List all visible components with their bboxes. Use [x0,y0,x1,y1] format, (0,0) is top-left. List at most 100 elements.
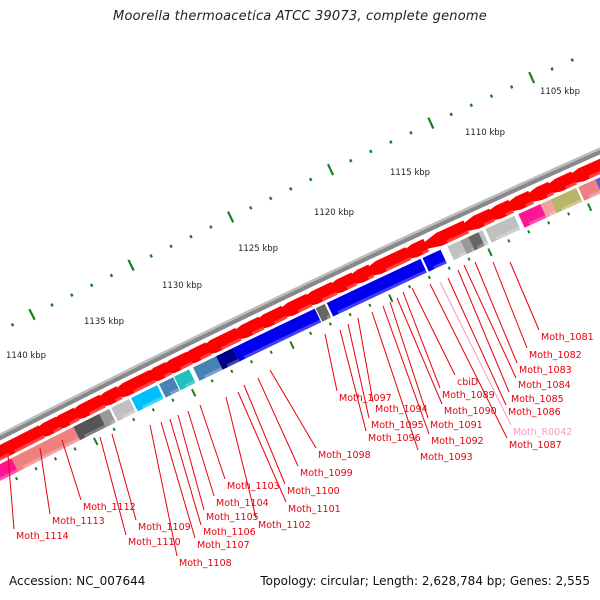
gene-label[interactable]: Moth_1081 [541,332,594,343]
gene-label[interactable]: Moth_R0042 [513,427,572,438]
major-tick [226,211,235,223]
inner-tick [132,417,136,422]
map-title: Moorella thermoacetica ATCC 39073, compl… [113,9,487,24]
gene-label[interactable]: Moth_1110 [128,537,181,548]
gene-label[interactable]: Moth_1114 [16,531,69,542]
minor-tick [109,273,114,278]
gene-label[interactable]: Moth_1086 [508,407,561,418]
leader-line [177,414,205,511]
gene-label[interactable]: Moth_1085 [511,394,564,405]
gene-label[interactable]: Moth_1109 [138,522,191,533]
genome-summary-text: Topology: circular; Length: 2,628,784 bp… [260,574,590,588]
leader-line [509,261,540,331]
minor-tick [570,58,574,62]
forward-gene-arrow [0,443,11,461]
cog-feature-block-shade [184,380,196,388]
inner-tick [368,303,372,308]
gene-label[interactable]: Moth_1097 [339,393,392,404]
forward-gene-arrow-shade [565,181,577,189]
cog-feature-block [111,398,136,422]
leader-line [402,291,441,389]
scale-label: 1130 kbp [162,281,202,291]
label-leader-lines [7,261,540,557]
gene-label[interactable]: Moth_1113 [52,516,105,527]
forward-strand-genes [0,158,600,461]
inner-tick [467,257,471,261]
forward-gene-arrow-shade [273,315,288,325]
leader-line [339,329,367,432]
inner-tick [269,350,273,355]
gene-label[interactable]: Moth_1105 [206,512,259,523]
forward-gene-arrow-shade [251,326,265,335]
leader-line [463,264,517,379]
inner-tick [73,447,77,451]
cog-feature-block [11,426,80,472]
gene-label[interactable]: Moth_1096 [368,433,421,444]
cog-feature-block-shade [471,247,475,252]
gene-label[interactable]: Moth_1093 [420,452,473,463]
scale-labels: 1105 kbp 1110 kbp 1115 kbp 1120 kbp 1125 kbp… [6,87,580,361]
inner-tick [230,369,234,374]
cog-feature-track [0,177,600,481]
forward-gene-arrow-shade [14,435,45,453]
cog-feature-block [447,240,467,261]
gene-label[interactable]: Moth_1082 [529,350,582,361]
cog-feature-block [315,303,332,322]
gene-label[interactable]: Moth_1108 [179,558,232,569]
forward-gene-arrow-shade [321,291,338,302]
major-tick [528,71,536,84]
inner-tick [527,230,531,234]
leader-line [371,311,419,451]
minor-tick [249,206,253,210]
gene-label[interactable]: Moth_1087 [509,440,562,451]
forward-gene-arrow-shade [546,191,555,198]
inner-tick [407,284,412,289]
minor-tick [509,85,514,89]
inner-tick [587,203,593,212]
gene-label[interactable]: Moth_1112 [83,502,136,513]
cog-feature-block-shade [243,319,322,359]
minor-tick [489,94,494,98]
forward-gene-arrow-shade [367,274,375,280]
gene-label[interactable]: Moth_1094 [375,404,428,415]
gene-label[interactable]: cbiD [457,377,478,388]
gene-label[interactable]: Moth_1083 [519,365,572,376]
gene-label[interactable]: Moth_1090 [444,406,497,417]
gene-label[interactable]: Moth_1102 [258,520,311,531]
gene-label[interactable]: Moth_1100 [287,486,340,497]
forward-gene-arrow-shade [0,452,11,461]
inner-tick [388,294,394,303]
cog-feature-block [73,413,106,441]
gene-label[interactable]: Moth_1089 [442,390,495,401]
inner-tick [249,359,254,364]
gene-labels: Moth_1081 Moth_1082 Moth_1083 Moth_1084 Moth… [16,332,594,569]
gene-label[interactable]: Moth_1084 [518,380,571,391]
forward-gene-arrow-shade [446,230,470,244]
leader-line [492,261,528,349]
cog-feature-block [518,204,547,228]
inner-tick [507,239,511,243]
gene-label[interactable]: Moth_1104 [216,498,269,509]
gene-label[interactable]: Moth_1095 [371,420,424,431]
gene-label[interactable]: Moth_1091 [430,420,483,431]
forward-gene-arrow-shade [220,337,242,350]
gene-label[interactable]: Moth_1101 [288,504,341,515]
gene-label[interactable]: Moth_1098 [318,450,371,461]
inner-tick [447,266,451,271]
cog-feature-block-shade [169,388,180,395]
inner-tick [210,379,214,383]
cog-feature-block-shade [110,419,116,425]
leader-line [411,287,456,376]
forward-gene-arrow-shade [88,404,106,415]
forward-gene-arrow [0,425,45,459]
cog-feature-block [232,308,322,362]
gene-label[interactable]: Moth_1103 [227,481,280,492]
cog-feature-block-shade [84,424,106,438]
gene-label[interactable]: Moth_1092 [431,436,484,447]
leader-line [429,283,508,439]
forward-gene-arrow-shade [69,417,80,425]
gene-label[interactable]: Moth_1106 [203,527,256,538]
gene-label[interactable]: Moth_1107 [197,540,250,551]
cog-feature-block [578,179,600,201]
gene-label[interactable]: Moth_1099 [300,468,353,479]
